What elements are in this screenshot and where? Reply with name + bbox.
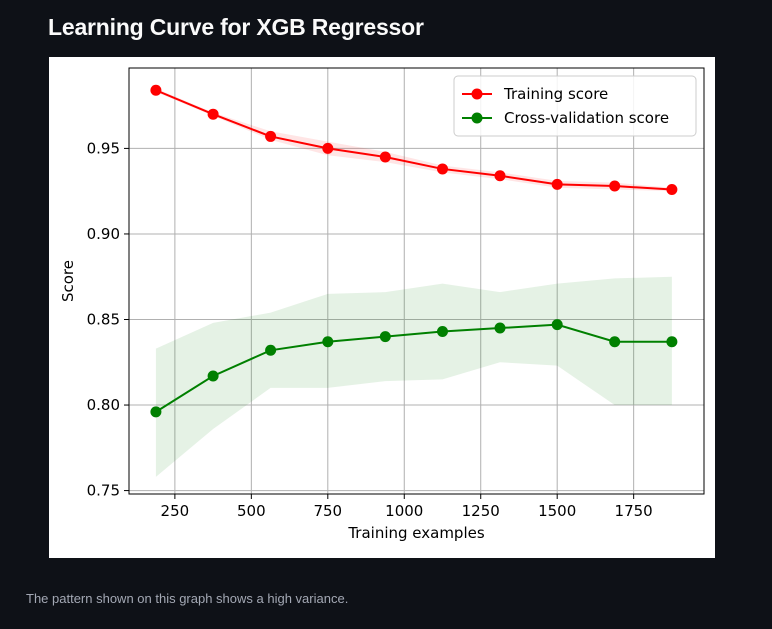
chart-caption: The pattern shown on this graph shows a … bbox=[26, 591, 349, 606]
series-0-line bbox=[155, 89, 672, 191]
series-1-point bbox=[494, 322, 506, 334]
series-1-point bbox=[666, 336, 678, 348]
variance-bands bbox=[155, 88, 672, 477]
series-1-point bbox=[379, 331, 391, 343]
series-1-point bbox=[150, 406, 162, 418]
y-tick-label: 0.80 bbox=[87, 396, 120, 414]
learning-curve-chart: 250 500 750 1000 1250 1500 1750 0.75 0.80 0.85 0.9… bbox=[59, 67, 705, 542]
series-1-point bbox=[207, 370, 219, 382]
chart-figure: 250 500 750 1000 1250 1500 1750 0.75 0.80 0.85 0.9… bbox=[49, 57, 715, 558]
x-tick-label: 250 bbox=[161, 502, 190, 520]
series-0-point bbox=[150, 84, 162, 96]
legend-marker-swatch bbox=[471, 112, 483, 124]
series-markers bbox=[150, 84, 678, 418]
x-axis-label: Training examples bbox=[347, 524, 485, 542]
legend-label: Cross-validation score bbox=[504, 109, 669, 127]
axis-ticks: 250 500 750 1000 1250 1500 1750 0.75 0.80 0.85 0.9… bbox=[87, 139, 653, 520]
y-tick-label: 0.90 bbox=[87, 225, 120, 243]
series-0-point bbox=[379, 151, 391, 163]
series-1-point bbox=[436, 325, 448, 337]
x-tick-label: 1250 bbox=[462, 502, 500, 520]
series-0-point bbox=[551, 178, 563, 190]
page-title: Learning Curve for XGB Regressor bbox=[48, 14, 424, 40]
series-lines bbox=[155, 89, 672, 413]
series-1-point bbox=[265, 344, 277, 356]
series-0-point bbox=[609, 180, 621, 192]
x-tick-label: 500 bbox=[237, 502, 266, 520]
legend-label: Training score bbox=[503, 85, 608, 103]
legend-marker-swatch bbox=[471, 88, 483, 100]
grid-lines bbox=[129, 68, 704, 494]
series-0-point bbox=[494, 170, 506, 182]
series-0-point bbox=[436, 163, 448, 175]
x-tick-label: 1500 bbox=[538, 502, 576, 520]
series-1-line bbox=[155, 323, 672, 413]
legend-box bbox=[453, 75, 697, 137]
series-0-point bbox=[666, 183, 678, 195]
x-tick-label: 1000 bbox=[385, 502, 423, 520]
x-tick-label: 750 bbox=[313, 502, 342, 520]
x-tick-label: 1750 bbox=[615, 502, 653, 520]
series-1-variance-band bbox=[155, 276, 672, 477]
series-1-point bbox=[551, 319, 563, 331]
series-1-point bbox=[609, 336, 621, 348]
chart-legend: Training score Cross-validation score bbox=[453, 75, 697, 137]
y-tick-label: 0.95 bbox=[87, 139, 120, 157]
y-axis-label: Score bbox=[59, 260, 77, 302]
series-1-point bbox=[322, 336, 334, 348]
series-0-point bbox=[322, 142, 334, 154]
series-0-point bbox=[207, 108, 219, 120]
axes-frame bbox=[128, 67, 705, 495]
y-tick-label: 0.75 bbox=[87, 482, 120, 500]
y-tick-label: 0.85 bbox=[87, 310, 120, 328]
series-0-point bbox=[265, 130, 277, 142]
